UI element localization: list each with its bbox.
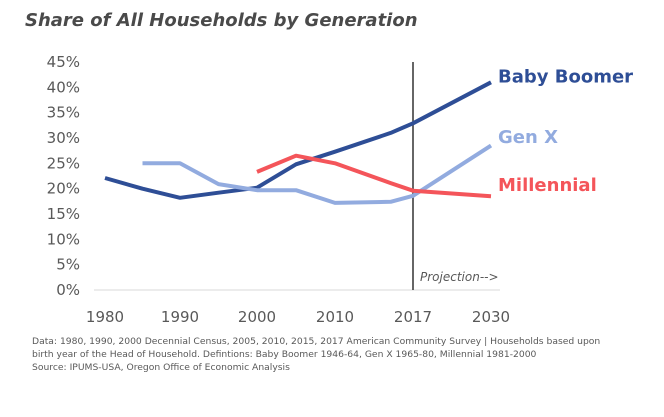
y-tick-label: 20% (47, 180, 80, 198)
y-tick-label: 30% (47, 129, 80, 147)
chart-title: Share of All Households by Generation (25, 10, 418, 31)
footnote-line-1: Data: 1980, 1990, 2000 Decennial Census,… (32, 336, 601, 347)
footnote-line-2: birth year of the Head of Household. Def… (32, 349, 537, 360)
x-tick-label: 2010 (316, 308, 354, 326)
x-tick-label: 1990 (161, 308, 199, 326)
projection-label: Projection--> (420, 270, 499, 284)
y-tick-label: 15% (47, 205, 80, 223)
y-tick-label: 0% (56, 281, 80, 299)
chart-footnote: Data: 1980, 1990, 2000 Decennial Census,… (32, 335, 652, 374)
y-tick-label: 40% (47, 78, 80, 96)
series-label-baby-boomer: Baby Boomer (498, 66, 633, 87)
series-line-baby-boomer (104, 80, 492, 200)
y-tick-label: 45% (47, 53, 80, 71)
y-tick-label: 25% (47, 154, 80, 172)
series-label-millennial: Millennial (498, 175, 597, 196)
x-tick-label: 2000 (238, 308, 276, 326)
line-chart: 45% 40% 35% 30% 25% 20% 15% 10% 5% 0% 1980 1990 2000… (47, 53, 634, 326)
x-tick-label: 2017 (394, 308, 432, 326)
y-tick-label: 5% (56, 256, 80, 274)
footnote-line-3: Source: IPUMS-USA, Oregon Office of Econ… (32, 362, 290, 373)
series-line-gen-x (142, 143, 493, 205)
x-tick-label: 1980 (86, 308, 124, 326)
series-line-millennial (256, 153, 492, 199)
series-label-gen-x: Gen X (498, 127, 558, 148)
y-tick-label: 10% (47, 230, 80, 248)
y-tick-label: 35% (47, 104, 80, 122)
x-tick-label: 2030 (472, 308, 510, 326)
